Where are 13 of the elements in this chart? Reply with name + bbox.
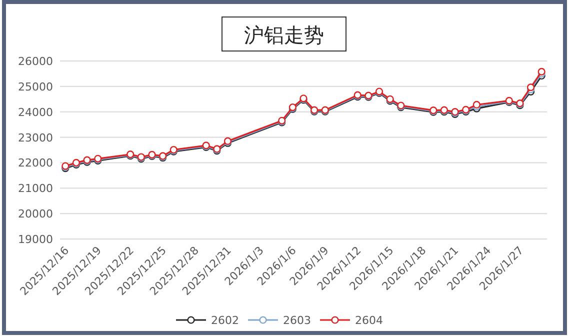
y-tick-label: 24000	[18, 106, 53, 119]
y-tick-label: 22000	[18, 156, 53, 170]
y-tick-label: 25000	[18, 80, 53, 94]
y-tick-label: 23000	[18, 131, 53, 144]
chart-title: 沪铝走势	[244, 24, 324, 47]
legend-label: 2603	[283, 314, 311, 327]
legend-label: 2604	[355, 314, 383, 327]
legend-label: 2602	[211, 314, 239, 327]
y-tick-label: 19000	[18, 233, 53, 246]
y-tick-label: 26000	[18, 55, 53, 68]
y-tick-label: 20000	[18, 208, 53, 221]
point	[538, 68, 546, 76]
y-tick-label: 21000	[18, 182, 53, 196]
